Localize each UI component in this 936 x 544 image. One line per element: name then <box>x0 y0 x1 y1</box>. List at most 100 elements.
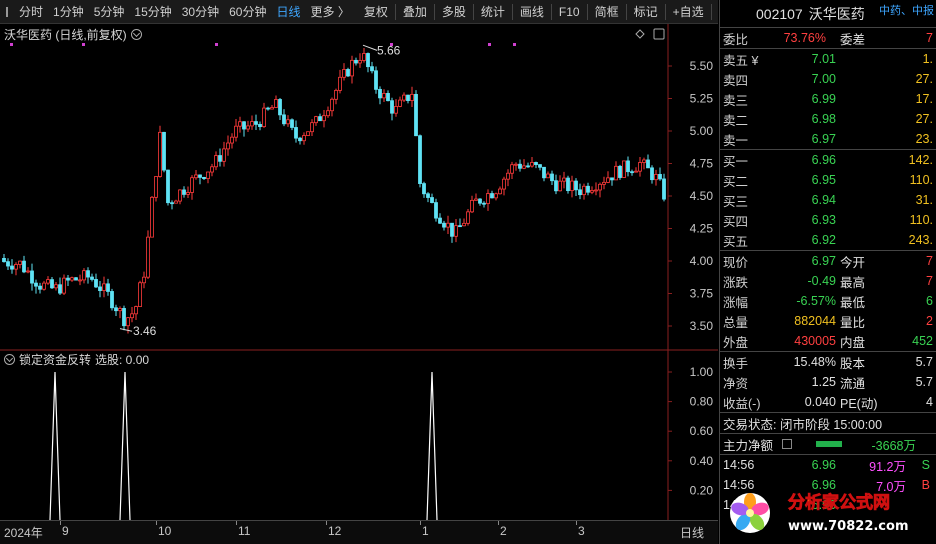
tool-button[interactable]: +自选 <box>672 4 704 19</box>
tool-button[interactable]: 多股 <box>441 4 466 19</box>
tick-price: 6.96 <box>811 458 836 472</box>
tool-button[interactable]: 统计 <box>480 4 505 19</box>
buy-price: 6.94 <box>811 193 836 207</box>
signal-marker <box>488 43 491 46</box>
chart-header: 沃华医药 (日线,前复权) <box>4 26 142 42</box>
candle-body <box>94 279 98 288</box>
buy-row: 买一 6.96 142. <box>720 150 936 170</box>
stat-label: 换手 <box>723 356 749 371</box>
stat-label: PE(动) <box>840 396 878 411</box>
stat-label: 最高 <box>840 275 866 290</box>
weibi-value: 73.76% <box>783 31 826 45</box>
tick-row: 14:56 6.96 91.2万 S <box>720 455 936 475</box>
candle-body <box>498 188 502 195</box>
candle-body <box>90 276 94 280</box>
candle-body <box>450 222 454 237</box>
divider <box>511 3 513 20</box>
stat-row: 净资 1.25 流通 5.7 <box>720 372 936 392</box>
candle-body <box>194 174 198 179</box>
candle-body <box>10 265 14 270</box>
tick-price: 6.96 <box>811 478 836 492</box>
candle-body <box>206 171 210 179</box>
date-label: 1 <box>422 524 429 538</box>
candle-body <box>330 98 334 112</box>
candle-body <box>346 69 350 77</box>
candlestick-chart[interactable]: 5.50 5.25 5.00 4.75 4.50 4.25 4.00 3.75 3.50 5.66… <box>0 24 718 520</box>
candle-body <box>558 180 562 192</box>
sell-row: 卖四 7.00 27. <box>720 69 936 89</box>
tool-button[interactable]: 叠加 <box>402 4 427 19</box>
candle-body <box>618 165 622 178</box>
stat-value: 7 <box>926 254 933 268</box>
tool-button[interactable]: F10 <box>558 4 580 19</box>
period-tab[interactable]: 更多 〉 <box>310 4 350 19</box>
candle-body <box>634 170 638 173</box>
candle-body <box>414 93 418 137</box>
candle-body <box>210 166 214 173</box>
buy-row: 买三 6.94 31. <box>720 190 936 210</box>
main-flow-value: -3668万 <box>871 438 916 453</box>
stock-name: 沃华医药 <box>808 5 865 22</box>
candle-body <box>566 177 570 192</box>
stats-block-2: 换手 15.48% 股本 5.7 净资 1.25 流通 5.7 收益(-) 0.040 PE(动) 4 <box>720 352 936 412</box>
stock-tags[interactable]: 中药、中报 <box>879 5 934 17</box>
candle-body <box>374 70 378 90</box>
period-tab[interactable]: 分时 <box>19 4 44 19</box>
candle-body <box>14 264 18 270</box>
candle-body <box>214 155 218 168</box>
candle-body <box>198 174 202 178</box>
price-tick-label: 5.50 <box>690 59 714 73</box>
candle-body <box>406 94 410 101</box>
divider <box>550 3 552 20</box>
period-tab[interactable]: 15分钟 <box>134 4 172 19</box>
window-icon <box>653 28 665 40</box>
chevron-down-icon[interactable] <box>130 28 142 40</box>
buy-row: 买四 6.93 110. <box>720 210 936 230</box>
tool-button[interactable]: 简框 <box>594 4 619 19</box>
candle-body <box>366 53 370 68</box>
tool-button[interactable]: 复权 <box>363 4 388 19</box>
period-tab[interactable]: 1分钟 <box>53 4 84 19</box>
sell-volume: 1. <box>922 52 933 66</box>
main-flow-label: 主力净额 <box>723 438 774 453</box>
stat-row: 涨幅 -6.57% 最低 6 <box>720 291 936 311</box>
candle-body <box>54 284 58 289</box>
tool-button[interactable]: 标记 <box>633 4 658 19</box>
panel-toggle-icon[interactable] <box>6 6 8 17</box>
period-tab[interactable]: 日线 <box>276 4 301 19</box>
divider <box>472 3 474 20</box>
signal-marker <box>513 43 516 46</box>
candle-body <box>82 270 86 281</box>
candle-body <box>18 260 22 265</box>
period-tab[interactable]: 5分钟 <box>93 4 125 19</box>
candle-body <box>114 307 118 312</box>
candle-body <box>22 260 26 273</box>
candle-body <box>642 159 646 163</box>
candle-body <box>562 177 566 182</box>
candle-body <box>266 107 270 110</box>
period-tab[interactable]: 60分钟 <box>229 4 267 19</box>
list-icon[interactable] <box>782 439 792 449</box>
candle-body <box>454 225 458 237</box>
indicator-spike <box>119 371 131 520</box>
period-tab[interactable]: 30分钟 <box>181 4 220 19</box>
buy-price: 6.95 <box>811 173 836 187</box>
stat-value: 1.25 <box>811 375 836 389</box>
candle-body <box>650 167 654 181</box>
tool-button[interactable]: 画线 <box>519 4 544 19</box>
price-tick-label: 3.75 <box>690 287 714 301</box>
stat-label: 涨跌 <box>723 275 749 290</box>
stat-label: 净资 <box>723 376 749 391</box>
candle-body <box>30 270 34 284</box>
candle-body <box>546 173 550 179</box>
candle-body <box>474 198 478 201</box>
candle-body <box>410 93 414 101</box>
candle-body <box>226 142 230 150</box>
watermark-title: 分析家公式网 <box>788 492 890 513</box>
high-label: 5.66 <box>377 43 401 57</box>
period-label: 日线 <box>680 526 705 540</box>
chevron-down-icon[interactable] <box>4 353 15 365</box>
candle-body <box>486 193 490 204</box>
candle-body <box>334 89 338 100</box>
